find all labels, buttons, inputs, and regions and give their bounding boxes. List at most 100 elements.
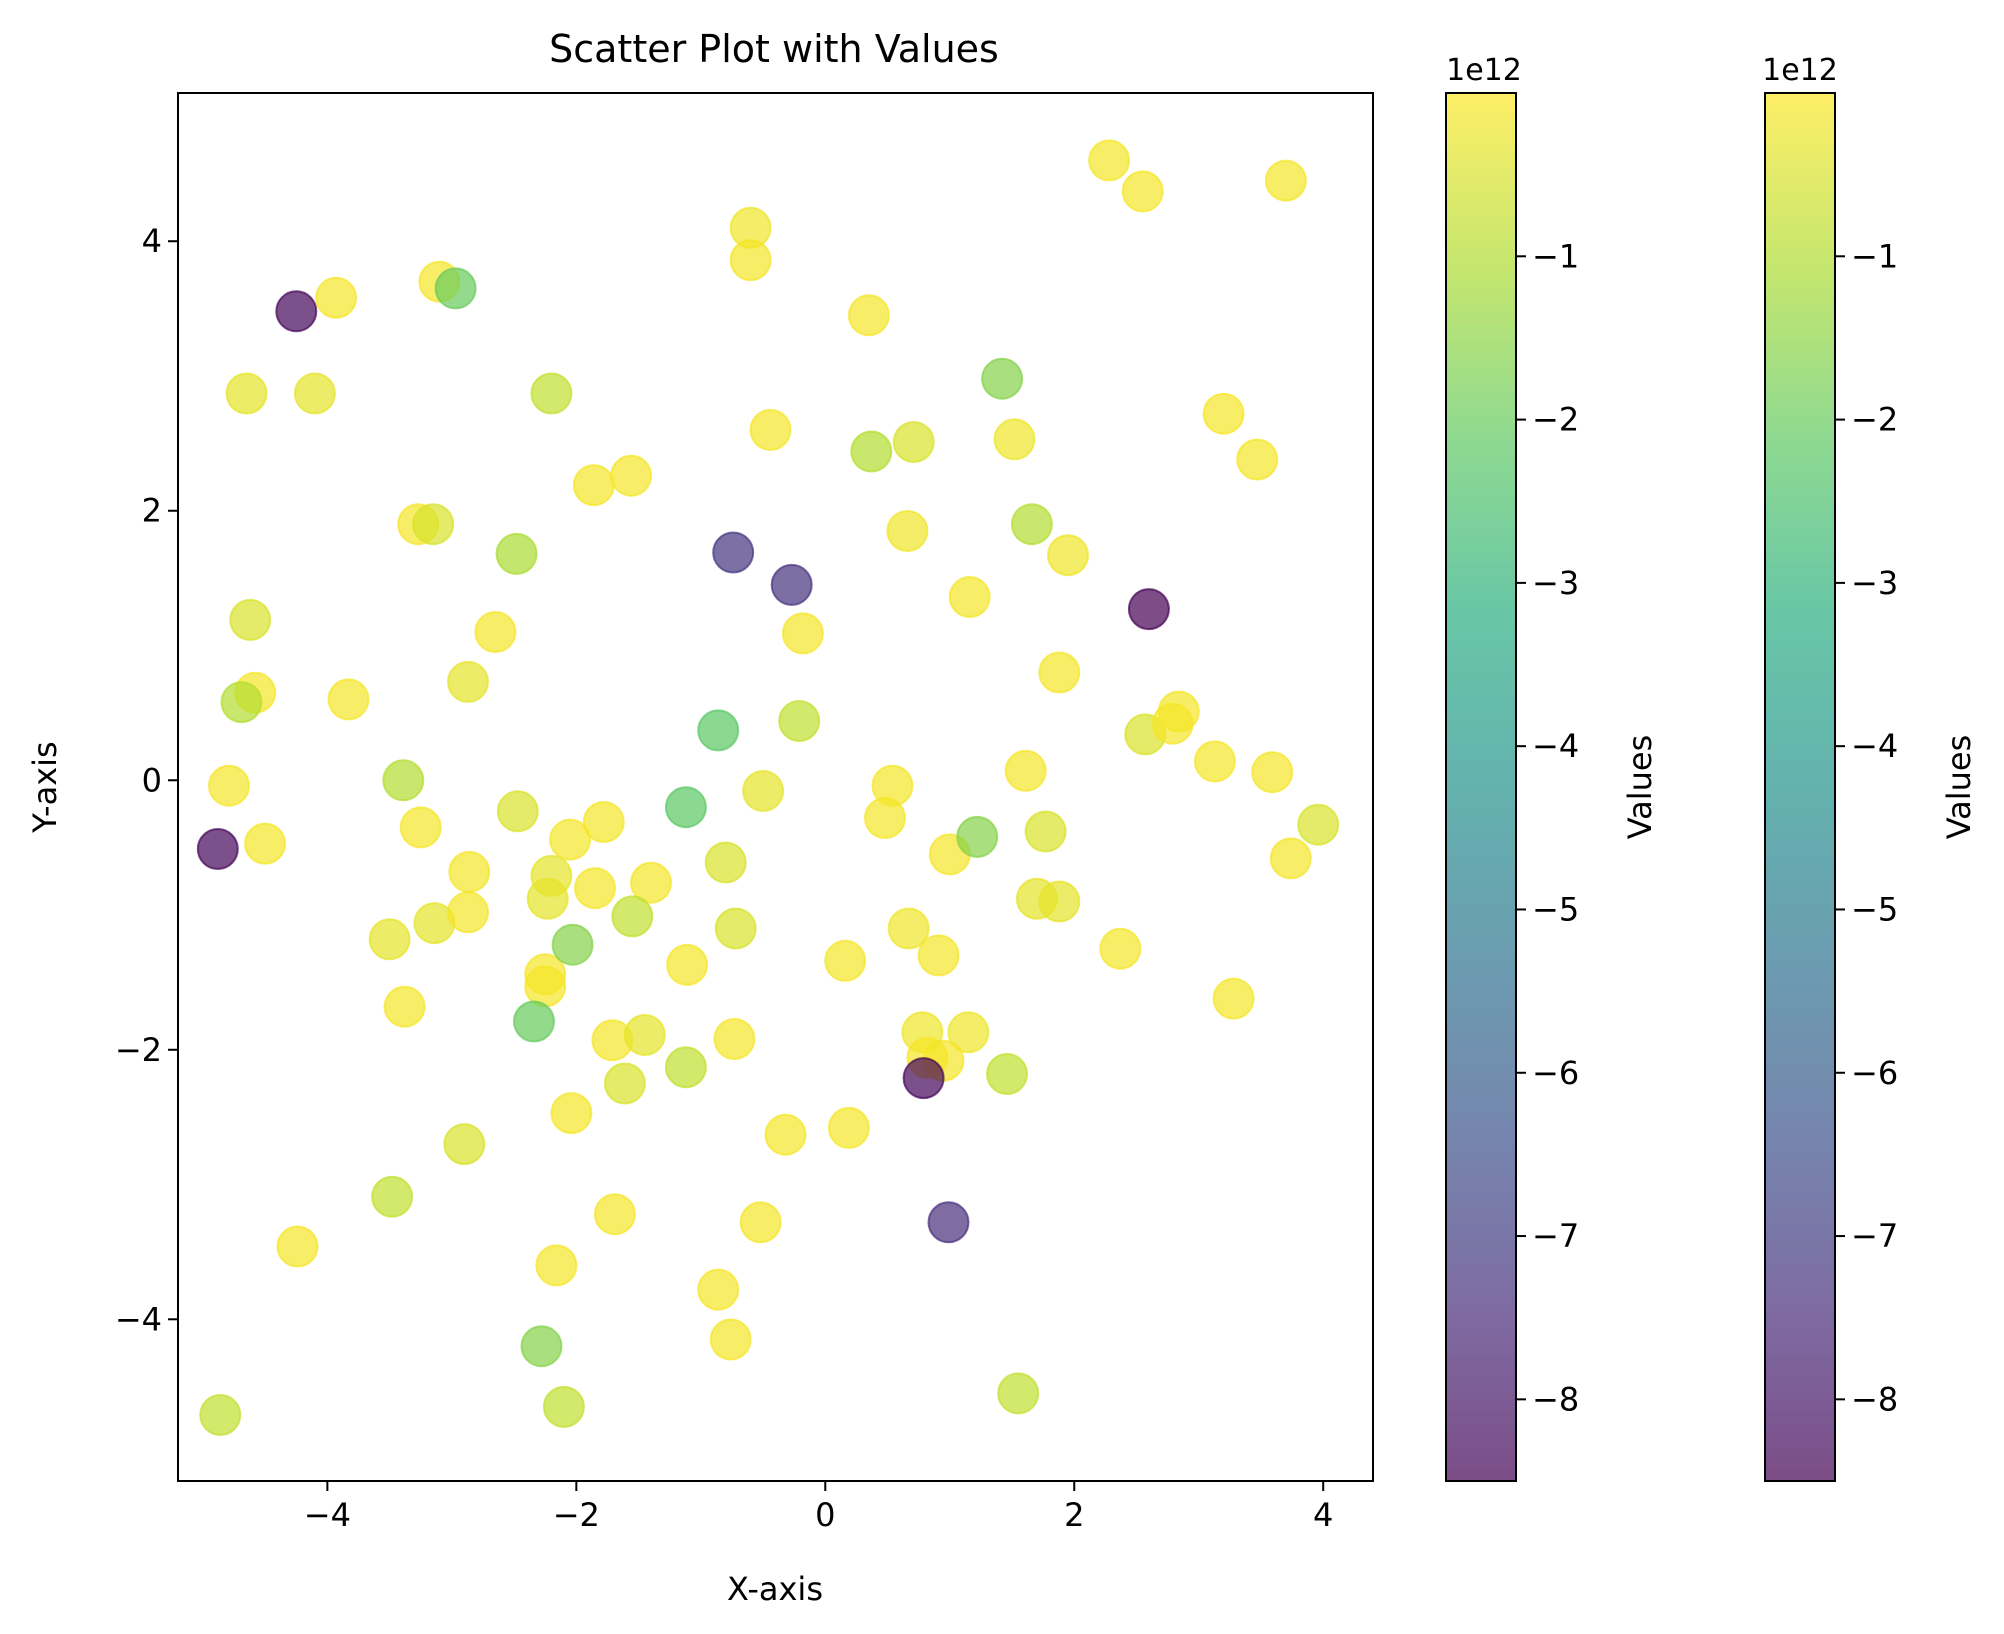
- colorbar-1: −8 −7 −6 −5 −4 −3 −2 −1 1e12 Values: [1445, 53, 1659, 1482]
- scatter-point-17: [993, 418, 1036, 461]
- scatter-point-39: [447, 660, 489, 703]
- scatter-point-88: [513, 1000, 555, 1043]
- scatter-point-98: [902, 1057, 945, 1100]
- colorbar-2-gradient: [1765, 93, 1835, 1481]
- colorbar-tick-label: −5: [1851, 890, 1898, 928]
- scatter-point-91: [603, 1062, 646, 1105]
- scatter-point-113: [199, 1394, 242, 1436]
- scatter-point-35: [1038, 651, 1081, 694]
- colorbar-2-label: Values: [1940, 735, 1978, 840]
- scatter-point-55: [1004, 749, 1047, 792]
- colorbar-1-label: Values: [1621, 735, 1659, 840]
- scatter-point-45: [1193, 740, 1236, 783]
- colorbar-2-frame: [1764, 92, 1836, 1482]
- scatter-point-11: [1121, 170, 1164, 213]
- y-tick-label: 4: [142, 222, 162, 260]
- scatter-point-81: [714, 907, 757, 950]
- chart-title: Scatter Plot with Values: [549, 27, 999, 71]
- colorbar-1-gradient: [1446, 93, 1516, 1481]
- colorbar-tick-label: −2: [1851, 401, 1898, 439]
- colorbar-tick-label: −6: [1851, 1054, 1898, 1092]
- x-tick-label: −4: [304, 1496, 351, 1534]
- scatter-point-90: [623, 1014, 666, 1056]
- scatter-point-104: [371, 1175, 414, 1218]
- scatter-point-62: [526, 877, 569, 920]
- scatter-point-46: [1251, 751, 1294, 794]
- scatter-point-100: [550, 1092, 593, 1135]
- colorbar-tick-label: −1: [1851, 237, 1898, 275]
- scatter-point-83: [887, 907, 930, 950]
- scatter-point-8: [729, 239, 772, 282]
- scatter-point-47: [1297, 803, 1340, 846]
- scatter-point-77: [524, 965, 567, 1008]
- scatter-point-78: [551, 923, 594, 966]
- scatter-point-19: [1236, 438, 1279, 481]
- scatter-point-59: [549, 818, 592, 861]
- x-tick-label: −2: [553, 1496, 600, 1534]
- scatter-point-54: [864, 797, 906, 839]
- colorbar-tick-label: −4: [1851, 727, 1898, 765]
- colorbar-tick-label: −1: [1532, 237, 1579, 275]
- scatter-point-101: [443, 1123, 486, 1166]
- colorbar-1-ticks: −8 −7 −6 −5 −4 −3 −2 −1: [1516, 237, 1579, 1418]
- scatter-point-4: [225, 372, 268, 415]
- colorbar-1-offset-text: 1e12: [1446, 53, 1522, 88]
- scatter-point-103: [827, 1106, 870, 1149]
- y-tick-label: −2: [115, 1031, 162, 1069]
- scatter-point-93: [713, 1018, 756, 1060]
- scatter-point-107: [927, 1201, 970, 1244]
- scatter-point-29: [1047, 534, 1089, 577]
- scatter-point-14: [749, 408, 792, 451]
- scatter-point-38: [327, 678, 370, 721]
- scatter-point-110: [697, 1268, 740, 1311]
- scatter-point-80: [666, 943, 709, 986]
- scatter-point-74: [447, 891, 489, 934]
- scatter-point-82: [824, 939, 867, 982]
- scatter-point-65: [704, 841, 747, 884]
- x-tick-label: 4: [1313, 1496, 1333, 1534]
- scatter-point-79: [611, 895, 654, 938]
- scatter-point-72: [368, 918, 411, 961]
- y-axis-label: Y-axis: [26, 741, 64, 833]
- scatter-point-34: [781, 612, 824, 655]
- scatter-point-31: [948, 576, 991, 618]
- scatter-point-109: [535, 1244, 578, 1287]
- scatter-point-9: [847, 294, 890, 337]
- scatter-point-114: [542, 1385, 585, 1428]
- scatter-point-112: [520, 1325, 563, 1368]
- scatter-point-67: [956, 815, 999, 858]
- x-axis-label: X-axis: [727, 1570, 823, 1608]
- scatter-point-10: [1088, 139, 1131, 182]
- y-tick-label: −4: [115, 1300, 162, 1338]
- scatter-point-12: [1264, 159, 1307, 202]
- scatter-point-26: [770, 563, 813, 606]
- scatter-point-3: [434, 267, 477, 310]
- scatter-points: [196, 139, 1340, 1436]
- scatter-point-92: [664, 1046, 707, 1089]
- scatter-point-50: [496, 790, 539, 833]
- scatter-point-85: [1099, 927, 1142, 970]
- scatter-point-115: [997, 1372, 1040, 1415]
- scatter-point-57: [244, 822, 287, 865]
- scatter-point-84: [917, 934, 960, 977]
- x-tick-label: 2: [1064, 1496, 1084, 1534]
- colorbar-tick-label: −3: [1532, 564, 1579, 602]
- colorbar-tick-label: −8: [1532, 1380, 1579, 1418]
- colorbar-2-ticks: −8 −7 −6 −5 −4 −3 −2 −1: [1835, 237, 1898, 1418]
- scatter-point-40: [697, 709, 740, 752]
- scatter-point-68: [1024, 810, 1067, 853]
- scatter-point-48: [208, 764, 250, 807]
- scatter-point-27: [886, 510, 929, 552]
- scatter-point-33: [474, 611, 517, 653]
- colorbar-tick-label: −7: [1532, 1217, 1579, 1255]
- scatter-point-102: [764, 1113, 807, 1156]
- scatter-point-71: [1269, 837, 1312, 880]
- scatter-point-18: [1202, 392, 1245, 435]
- scatter-point-25: [712, 531, 755, 574]
- x-axis-ticks: −4 −2 0 2 4: [304, 1481, 1333, 1534]
- colorbar-2-offset-text: 1e12: [1762, 53, 1838, 88]
- scatter-point-0: [275, 290, 318, 333]
- scatter-point-15: [850, 430, 893, 473]
- scatter-point-49: [382, 759, 425, 802]
